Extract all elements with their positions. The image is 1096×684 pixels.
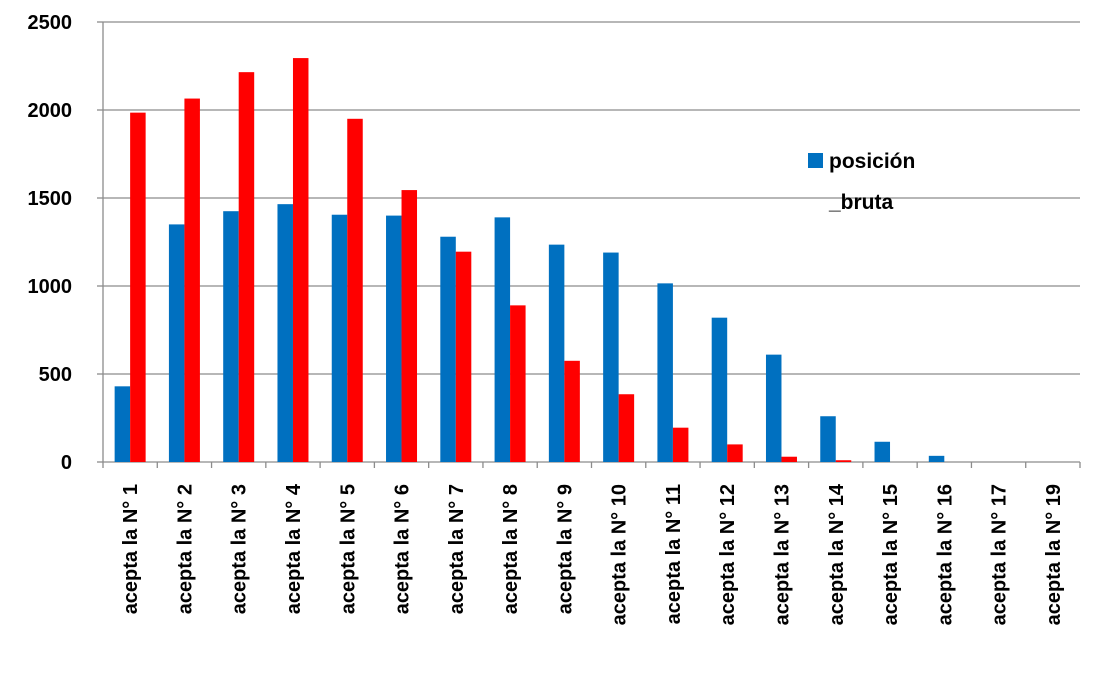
bar-series-red xyxy=(835,460,852,462)
y-tick-label: 1500 xyxy=(28,188,73,210)
x-tick-label: acepta la N° 2 xyxy=(174,484,196,614)
bar-series-blue xyxy=(928,455,945,462)
x-tick-label: acepta la N° 15 xyxy=(880,484,902,625)
x-tick-label: acepta la N° 1 xyxy=(120,484,142,614)
y-tick-label: 1000 xyxy=(28,276,73,298)
y-tick-label: 2500 xyxy=(28,12,73,34)
x-tick-label: acepta la N° 9 xyxy=(554,484,576,614)
legend: posición _bruta xyxy=(808,150,915,214)
bar-series-red xyxy=(618,394,635,462)
bars xyxy=(114,58,945,463)
bar-series-blue xyxy=(114,386,131,462)
bar-series-red xyxy=(401,190,418,462)
y-tick-label: 0 xyxy=(61,452,72,474)
bar-series-blue xyxy=(657,283,673,462)
x-tick-label: acepta la N° 7 xyxy=(446,484,468,614)
bar-series-red xyxy=(672,427,689,462)
bar-series-blue xyxy=(440,236,456,462)
bar-series-blue xyxy=(386,215,402,462)
bar-series-red xyxy=(781,456,797,462)
x-tick-label: acepta la N° 3 xyxy=(229,484,251,614)
bar-series-blue xyxy=(765,354,782,462)
bar-series-red xyxy=(564,360,580,462)
bar-series-blue xyxy=(711,317,728,462)
bar-series-red xyxy=(238,72,255,462)
x-tick-label: acepta la N° 11 xyxy=(663,484,685,624)
gridlines xyxy=(103,21,1080,375)
y-tick-label: 500 xyxy=(39,364,72,386)
legend-label-line-2: _bruta xyxy=(828,191,894,214)
bar-series-blue xyxy=(331,214,348,462)
x-tick-label: acepta la N° 5 xyxy=(337,484,359,614)
y-tick-label: 2000 xyxy=(28,100,73,122)
bar-series-blue xyxy=(494,217,511,462)
x-tick-label: acepta la N° 14 xyxy=(826,483,848,625)
x-tick-label: acepta la N° 4 xyxy=(283,483,305,614)
bar-series-red xyxy=(292,58,309,463)
y-tick-labels: 0 500 1000 1500 2000 2500 xyxy=(28,12,73,474)
bar-series-blue xyxy=(820,416,836,462)
bar-series-blue xyxy=(223,211,239,462)
bar-series-red xyxy=(184,98,200,462)
x-tick-label: acepta la N° 16 xyxy=(934,484,956,625)
x-tick-label: acepta la N° 13 xyxy=(771,484,793,625)
x-tick-label: acepta la N° 10 xyxy=(609,484,631,625)
x-tick-label: acepta la N° 12 xyxy=(717,484,739,625)
bar-series-blue xyxy=(548,244,565,462)
bar-series-red xyxy=(510,305,526,462)
bar-series-red xyxy=(455,251,472,462)
bar-series-blue xyxy=(603,252,619,462)
x-tick-label: acepta la N° 19 xyxy=(1043,484,1065,625)
bar-series-red xyxy=(347,118,363,463)
legend-swatch xyxy=(808,153,823,168)
x-tick-label: acepta la N° 17 xyxy=(989,484,1011,625)
x-tick-label: acepta la N° 6 xyxy=(392,484,414,614)
bar-series-blue xyxy=(874,441,891,462)
legend-label-line-1: posición xyxy=(829,150,915,173)
bar-series-blue xyxy=(277,204,293,462)
x-tick-label: acepta la N° 8 xyxy=(500,484,522,614)
bar-series-red xyxy=(130,112,146,462)
axes xyxy=(97,21,1081,468)
bar-series-red xyxy=(727,444,743,462)
x-tick-labels: acepta la N° 1 acepta la N° 2 acepta la N°… xyxy=(120,483,1065,625)
bar-series-blue xyxy=(168,224,185,462)
